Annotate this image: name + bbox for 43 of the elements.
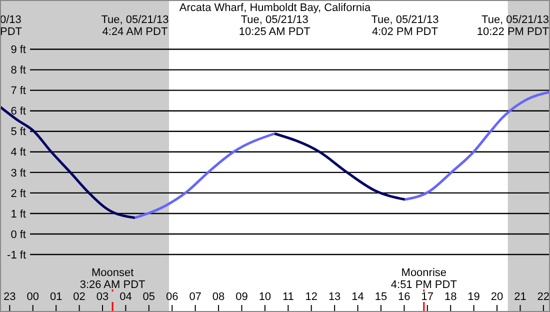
ref-line-label: Moonset 3:26 AM PDT bbox=[80, 267, 146, 291]
y-tick-label: 7 ft bbox=[10, 85, 26, 98]
x-tick-label: 14 bbox=[352, 291, 364, 303]
annotation: Tue, 05/21/13 10:22 PM PDT bbox=[476, 14, 550, 38]
x-tick-label: 18 bbox=[444, 291, 457, 303]
annotation: Tue, 05/21/13 4:24 AM PDT bbox=[101, 14, 169, 38]
y-tick-label: 5 ft bbox=[10, 126, 26, 138]
y-tick-label: 1 ft bbox=[10, 208, 26, 220]
chart-title: Arcata Wharf, Humboldt Bay, California bbox=[179, 2, 372, 14]
x-tick-label: 22 bbox=[537, 291, 550, 303]
y-tick-label: 8 ft bbox=[10, 64, 26, 77]
y-tick-label: 0 ft bbox=[10, 228, 26, 241]
ref-line-label: Moonrise 4:51 PM PDT bbox=[390, 267, 458, 291]
x-tick-label: 21 bbox=[514, 291, 526, 303]
x-tick-label: 11 bbox=[282, 291, 294, 303]
x-tick-label: 23 bbox=[4, 291, 16, 303]
x-tick-label: 15 bbox=[374, 291, 388, 303]
x-tick-label: 12 bbox=[305, 291, 318, 303]
annotation: Tue, 05/21/13 4:02 PM PDT bbox=[371, 14, 439, 38]
annotation: Tue, 05/21/13 10:25 AM PDT bbox=[238, 14, 311, 38]
x-tick-label: 09 bbox=[236, 291, 248, 303]
x-tick-label: 19 bbox=[468, 291, 480, 303]
y-tick-label: 2 ft bbox=[10, 188, 26, 200]
x-tick-label: 04 bbox=[120, 291, 132, 303]
x-tick-label: 00 bbox=[26, 291, 39, 303]
x-tick-label: 07 bbox=[189, 291, 202, 303]
x-tick-label: 08 bbox=[212, 291, 225, 303]
x-tick-label: 16 bbox=[398, 291, 410, 303]
x-tick-label: 03 bbox=[96, 291, 109, 303]
x-tick-label: 06 bbox=[166, 291, 178, 303]
y-tick-label: 3 ft bbox=[10, 167, 26, 180]
x-tick-label: 05 bbox=[142, 291, 156, 303]
y-tick-label: 4 ft bbox=[10, 146, 26, 159]
x-tick-label: 02 bbox=[73, 291, 86, 303]
annotation: 0/13 PDT bbox=[0, 14, 22, 38]
x-tick-label: 20 bbox=[490, 291, 504, 303]
x-tick-label: 10 bbox=[258, 291, 272, 303]
x-tick-label: 13 bbox=[328, 291, 341, 303]
y-tick-label: -1 ft bbox=[7, 249, 26, 262]
x-tick-label: 17 bbox=[421, 291, 434, 303]
y-tick-label: 9 ft bbox=[10, 44, 26, 56]
y-tick-label: 6 ft bbox=[10, 106, 26, 118]
x-tick-label: 01 bbox=[50, 291, 62, 303]
